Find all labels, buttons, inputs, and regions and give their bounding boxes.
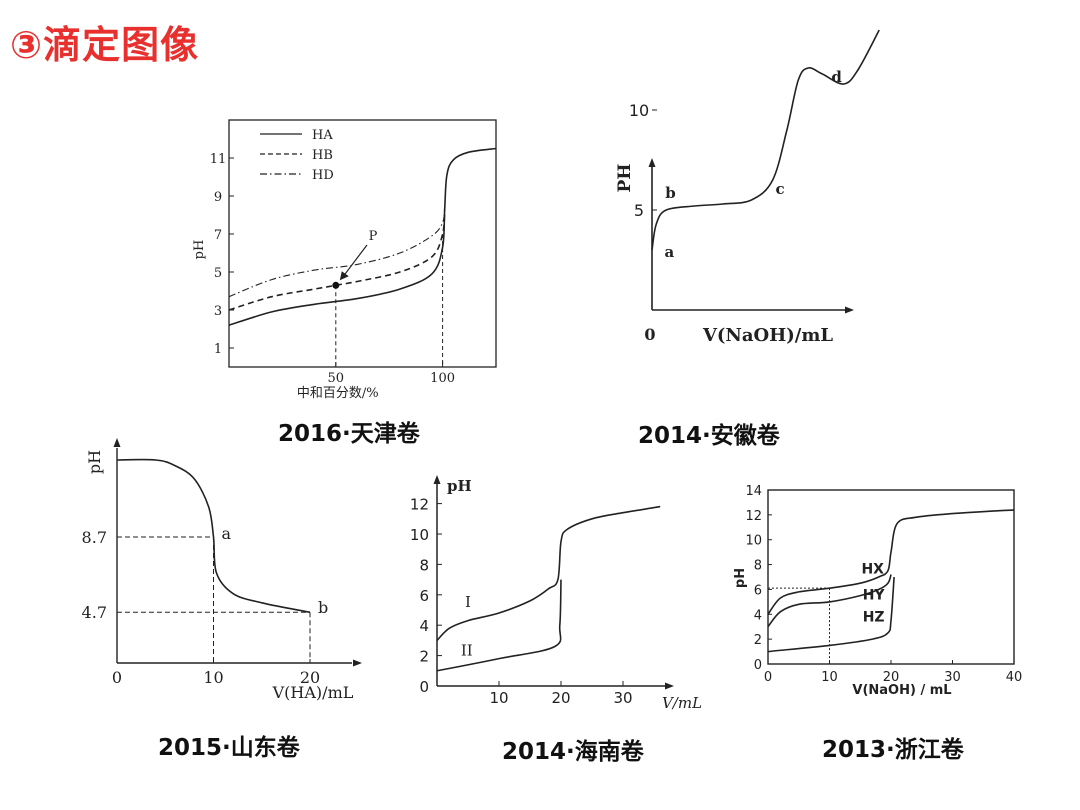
series-label-i: I <box>465 593 471 611</box>
y-axis-label: pH <box>192 240 207 260</box>
x-tick-label: 100 <box>430 371 455 386</box>
y-tick-label: 5 <box>214 266 222 281</box>
series-line-hx <box>767 509 1015 615</box>
point-p <box>332 281 340 289</box>
y-axis-arrow <box>113 438 121 447</box>
y-axis-arrow <box>433 475 441 484</box>
y-tick-label: 5 <box>634 201 644 220</box>
y-tick-label: 8.7 <box>82 528 107 547</box>
series-line-hz <box>767 576 895 653</box>
caption-hainan: 2014·海南卷 <box>502 739 644 765</box>
x-tick-label: 30 <box>944 670 961 685</box>
series-label-hx: HX <box>861 561 884 577</box>
caption-zhejiang: 2013·浙江卷 <box>822 737 964 763</box>
y-tick-label: 12 <box>410 496 429 514</box>
y-tick-label: 10 <box>410 526 429 544</box>
caption-shandong: 2015·山东卷 <box>158 735 300 761</box>
series-line-hd <box>228 207 446 298</box>
series-line-i <box>436 505 661 641</box>
point-p-label: P <box>369 229 378 244</box>
y-axis-arrow <box>648 158 656 167</box>
y-tick-label: 6 <box>419 587 429 605</box>
x-axis-arrow <box>353 659 362 667</box>
x-tick-label: 40 <box>1006 670 1023 685</box>
chart-tianjin: 1 3 5 7 9 11 50 100 pH 中和百分数/% HA HB HD P <box>192 119 497 401</box>
x-tick-label: 20 <box>300 668 320 687</box>
x-tick-label: 0 <box>644 325 655 344</box>
series-label-hz: HZ <box>863 610 885 626</box>
legend-label: HD <box>312 168 334 183</box>
x-axis-arrow <box>845 306 854 314</box>
x-tick-label: 0 <box>112 668 122 687</box>
y-tick-label: 11 <box>210 152 227 167</box>
point-label-b: b <box>318 598 328 617</box>
y-tick-label: 0 <box>419 678 429 696</box>
point-label-a: a <box>222 524 232 543</box>
point-label-c: c <box>776 180 785 198</box>
series-line <box>116 458 311 613</box>
y-tick-label: 8 <box>419 556 429 574</box>
y-tick-label: 4 <box>754 608 762 623</box>
series-line-ha <box>228 147 497 326</box>
x-tick-label: 10 <box>489 689 508 707</box>
chart-zhejiang: 0 2 4 6 8 10 12 14 0 10 20 30 40 pH V(NaOH) / mL HX HY HZ <box>733 484 1022 698</box>
x-tick-label: 10 <box>203 668 223 687</box>
x-tick-label: 30 <box>613 689 632 707</box>
y-tick-label: 6 <box>754 583 762 598</box>
y-tick-label: 2 <box>754 633 762 648</box>
y-tick-label: 4.7 <box>82 603 107 622</box>
y-tick-label: 9 <box>214 190 222 205</box>
y-tick-label: 10 <box>745 534 762 549</box>
plot-frame <box>228 119 497 368</box>
x-tick-label: 10 <box>821 670 838 685</box>
legend-label: HB <box>312 148 333 163</box>
x-axis-label: V(NaOH)/mL <box>702 325 833 346</box>
point-p-arrow <box>341 244 368 279</box>
y-axis-label: PH <box>615 164 635 193</box>
y-tick-label: 2 <box>419 648 429 666</box>
x-tick-label: 0 <box>764 670 772 685</box>
x-axis-label: V/mL <box>662 694 702 712</box>
y-axis-label: pH <box>85 450 104 474</box>
y-tick-label: 3 <box>214 304 222 319</box>
x-axis-arrow <box>665 682 674 690</box>
series-line <box>651 29 880 251</box>
y-tick-label: 0 <box>754 658 762 673</box>
y-tick-label: 1 <box>214 342 222 357</box>
x-axis-label: 中和百分数/% <box>297 386 379 401</box>
legend-label: HA <box>312 128 333 143</box>
y-axis-label: pH <box>447 477 472 495</box>
series-line-ii <box>436 579 562 672</box>
y-tick-label: 8 <box>754 559 762 574</box>
point-label-d: d <box>831 68 842 86</box>
point-label-b: b <box>665 184 676 202</box>
y-tick-label: 7 <box>214 228 222 243</box>
y-axis-label: pH <box>733 568 748 588</box>
series-line-hb <box>228 209 446 311</box>
x-axis-label: V(NaOH) / mL <box>852 683 951 698</box>
y-tick-label: 12 <box>745 509 762 524</box>
series-label-ii: II <box>461 642 473 660</box>
chart-shandong: 0 10 20 4.7 8.7 pH V(HA)/mL a b <box>82 438 362 702</box>
y-tick-label: 14 <box>745 484 762 499</box>
series-label-hy: HY <box>863 587 886 603</box>
x-tick-label: 20 <box>551 689 570 707</box>
page-title: ③滴定图像 <box>10 23 200 67</box>
y-tick-label: 4 <box>419 617 429 635</box>
point-p-arrowhead <box>339 271 349 281</box>
point-label-a: a <box>665 243 675 261</box>
chart-anhui: 5 10 0 PH V(NaOH)/mL a b c d <box>615 29 880 346</box>
series-line-hy <box>767 574 892 628</box>
x-axis-label: V(HA)/mL <box>272 683 354 702</box>
x-tick-label: 20 <box>883 670 900 685</box>
caption-anhui: 2014·安徽卷 <box>638 423 780 449</box>
x-tick-label: 50 <box>328 371 345 386</box>
y-tick-label: 10 <box>629 101 649 120</box>
caption-tianjin: 2016·天津卷 <box>278 421 420 447</box>
